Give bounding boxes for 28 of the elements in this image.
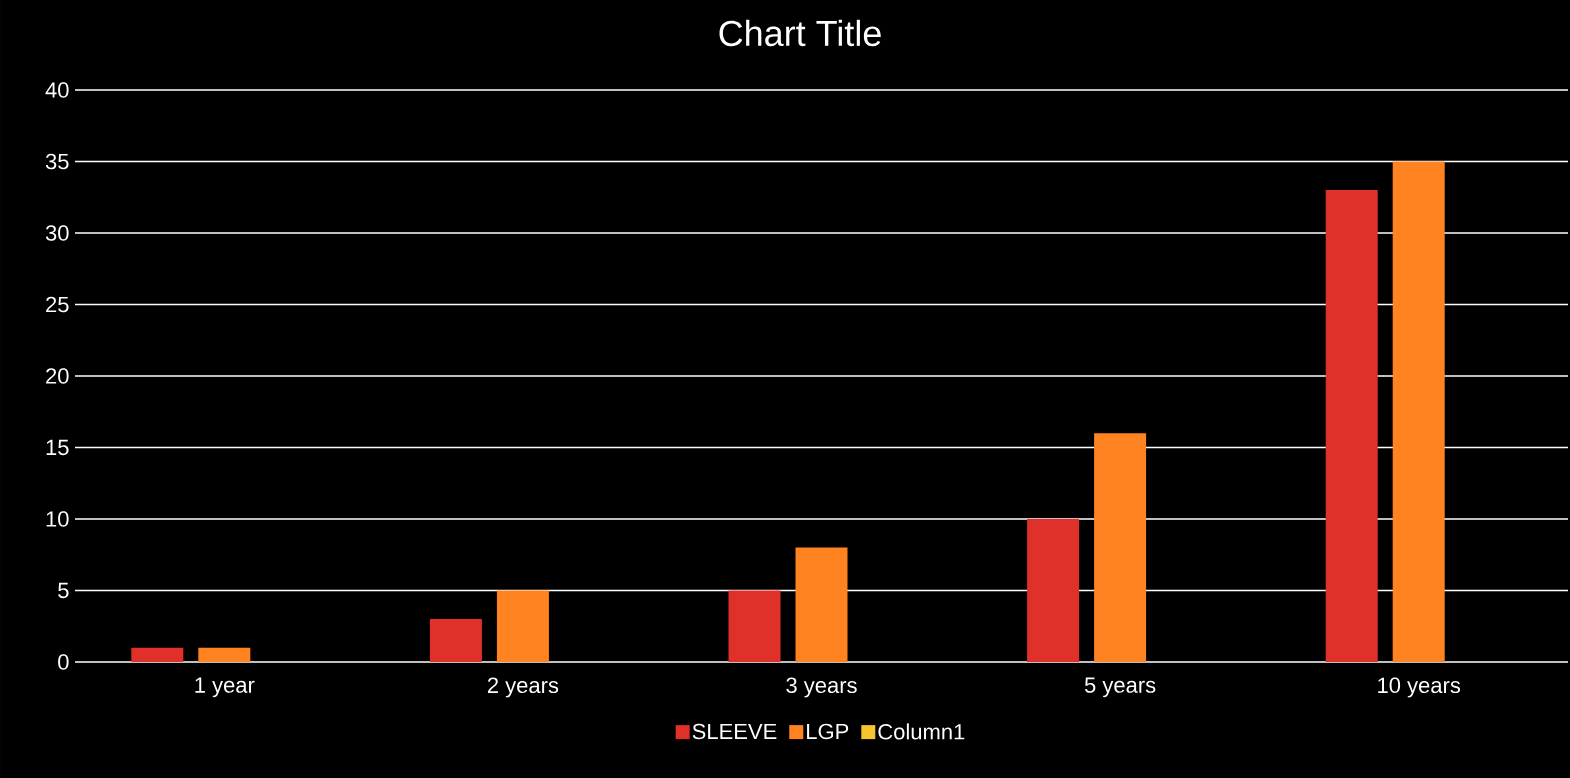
bar bbox=[795, 547, 848, 662]
bar bbox=[1027, 518, 1080, 662]
y-tick-label: 5 bbox=[58, 582, 69, 599]
legend-label: LGP bbox=[807, 723, 849, 740]
legend-label: SLEEVE bbox=[692, 723, 777, 740]
y-tick-label: 20 bbox=[46, 368, 69, 384]
y-tick-label: 40 bbox=[45, 82, 69, 98]
x-tick-label: 5 years bbox=[1084, 677, 1156, 698]
y-tick-label: 35 bbox=[45, 153, 69, 170]
bar bbox=[131, 647, 184, 662]
y-tick-label: 25 bbox=[46, 296, 69, 313]
x-tick-label: 10 years bbox=[1378, 677, 1461, 698]
bar bbox=[496, 590, 549, 662]
y-tick-label: 0 bbox=[58, 654, 69, 670]
x-tick-label: 3 years bbox=[786, 677, 857, 698]
bar bbox=[1392, 161, 1445, 662]
bar bbox=[198, 647, 251, 662]
bar bbox=[728, 590, 781, 662]
bar bbox=[1094, 433, 1147, 662]
y-tick-label: 30 bbox=[45, 225, 69, 241]
chart-title: Chart Title bbox=[719, 19, 881, 47]
y-tick-label: 15 bbox=[46, 439, 69, 456]
legend-label: Column1 bbox=[878, 723, 965, 740]
y-tick-label: 10 bbox=[46, 511, 69, 527]
x-tick-label: 1 year bbox=[195, 677, 255, 698]
bar bbox=[1325, 190, 1378, 662]
x-tick-label: 2 years bbox=[487, 677, 559, 698]
bar bbox=[429, 619, 482, 662]
